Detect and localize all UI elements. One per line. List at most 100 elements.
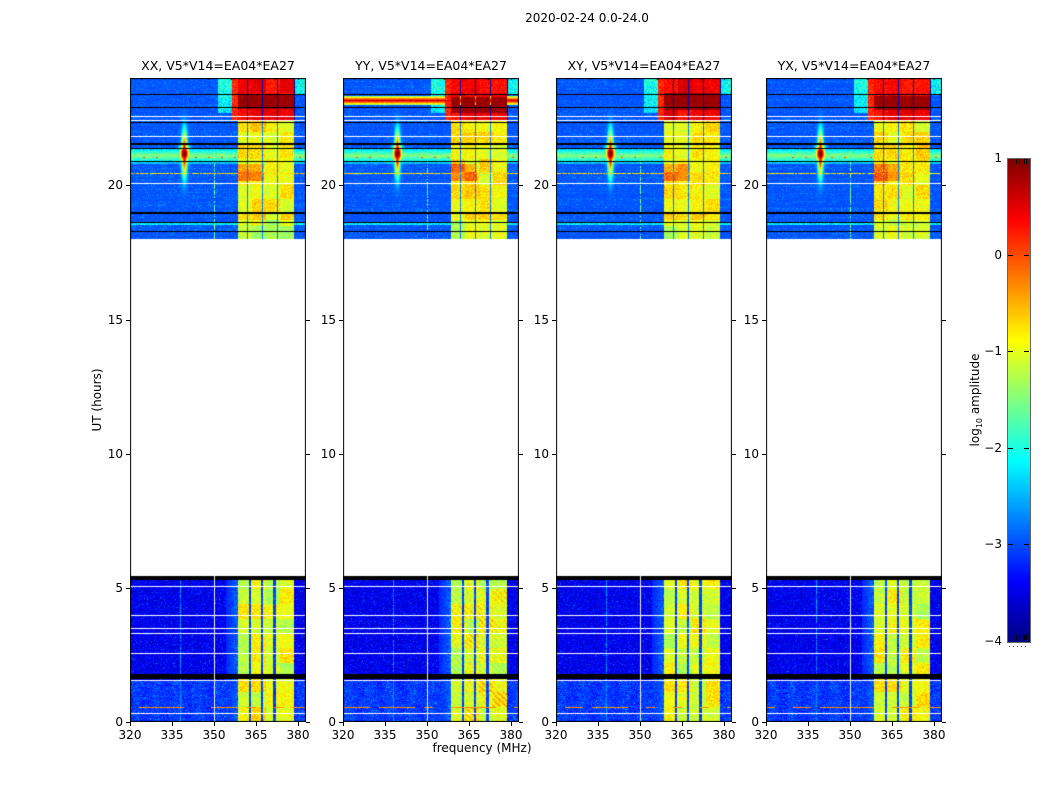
colorbar-tick-label: 0: [994, 248, 1002, 262]
y-tick-label: 5: [541, 581, 549, 595]
x-tick: [766, 722, 767, 726]
x-tick-label: 320: [544, 728, 568, 742]
y-tick: [306, 588, 310, 589]
x-tick-label: 365: [880, 728, 904, 742]
x-tick: [682, 722, 683, 726]
colorbar-bottom-dot: [1025, 646, 1026, 647]
y-tick-label: 5: [115, 581, 123, 595]
y-tick: [732, 185, 736, 186]
y-tick: [732, 588, 736, 589]
x-tick-label: 365: [457, 728, 481, 742]
colorbar-label: log10 amplitude: [968, 354, 984, 447]
x-tick-label: 335: [373, 728, 397, 742]
y-tick-label: 5: [328, 581, 336, 595]
panel-title: YY, V5*V14=EA04*EA27: [355, 58, 507, 73]
x-tick: [892, 722, 893, 726]
colorbar-minor-mark: [1021, 635, 1022, 640]
y-tick: [762, 320, 766, 321]
colorbar-label-suffix: amplitude: [967, 353, 982, 418]
y-tick: [306, 722, 310, 723]
y-tick: [732, 320, 736, 321]
colorbar-tick-mark: [1024, 448, 1029, 449]
colorbar-tick-label: −4: [984, 634, 1002, 648]
x-tick: [511, 722, 512, 726]
colorbar-minor-mark: [1026, 635, 1027, 640]
panel-title: YX, V5*V14=EA04*EA27: [777, 58, 931, 73]
x-tick-label: 365: [670, 728, 694, 742]
y-tick: [942, 454, 946, 455]
y-tick-label: 10: [107, 447, 123, 461]
y-axis-label: UT (hours): [90, 368, 104, 432]
y-tick: [339, 588, 343, 589]
colorbar-tick-mark: [1024, 351, 1029, 352]
spectrogram-heatmap: [766, 78, 942, 722]
y-tick-label: 15: [743, 313, 759, 327]
y-tick-label: 0: [541, 715, 549, 729]
x-tick: [256, 722, 257, 726]
y-tick-label: 0: [751, 715, 759, 729]
colorbar-bottom-dot: [1009, 646, 1010, 647]
colorbar-minor-mark: [1016, 159, 1017, 164]
y-tick-label: 15: [107, 313, 123, 327]
x-tick: [427, 722, 428, 726]
x-tick: [598, 722, 599, 726]
y-tick: [306, 320, 310, 321]
y-tick: [552, 722, 556, 723]
x-tick: [934, 722, 935, 726]
colorbar-label-sub: 10: [975, 417, 985, 429]
y-tick-label: 20: [743, 178, 759, 192]
x-tick-label: 335: [796, 728, 820, 742]
y-tick: [519, 454, 523, 455]
y-tick: [762, 454, 766, 455]
colorbar-gradient: [1007, 158, 1031, 643]
y-tick: [732, 722, 736, 723]
y-tick: [126, 320, 130, 321]
x-tick-label: 350: [202, 728, 226, 742]
colorbar-minor-mark: [1018, 159, 1020, 164]
colorbar-minor-mark: [1021, 159, 1022, 164]
x-tick: [343, 722, 344, 726]
y-tick: [942, 185, 946, 186]
y-tick-label: 20: [533, 178, 549, 192]
x-tick-label: 380: [922, 728, 946, 742]
colorbar-tick-label: −2: [984, 441, 1002, 455]
x-tick-label: 380: [286, 728, 310, 742]
x-tick: [808, 722, 809, 726]
x-tick-label: 320: [754, 728, 778, 742]
y-tick: [762, 185, 766, 186]
x-tick-label: 335: [586, 728, 610, 742]
y-tick: [942, 320, 946, 321]
panel-title: XY, V5*V14=EA04*EA27: [567, 58, 721, 73]
y-tick-label: 15: [533, 313, 549, 327]
y-tick: [339, 185, 343, 186]
x-tick: [172, 722, 173, 726]
panel-title: XX, V5*V14=EA04*EA27: [141, 58, 295, 73]
x-tick-label: 350: [838, 728, 862, 742]
y-tick: [552, 320, 556, 321]
y-tick: [339, 722, 343, 723]
y-tick: [126, 454, 130, 455]
y-tick: [552, 185, 556, 186]
colorbar-tick-mark: [1008, 351, 1013, 352]
x-tick-label: 365: [244, 728, 268, 742]
x-tick-label: 380: [499, 728, 523, 742]
y-tick-label: 10: [320, 447, 336, 461]
y-tick: [306, 454, 310, 455]
y-tick-label: 0: [328, 715, 336, 729]
x-tick: [469, 722, 470, 726]
y-tick-label: 15: [320, 313, 336, 327]
spectrogram-panel: XY, V5*V14=EA04*EA27 320 335 350 365 380 0 5 10…: [534, 58, 736, 742]
y-tick: [306, 185, 310, 186]
x-tick-label: 350: [415, 728, 439, 742]
colorbar-minor-mark: [1026, 159, 1027, 164]
x-tick: [130, 722, 131, 726]
spectrogram-panel: YY, V5*V14=EA04*EA27 320 335 350 365 380 0 5 10…: [321, 58, 523, 742]
y-tick: [519, 185, 523, 186]
spectrogram-heatmap: [130, 78, 306, 722]
colorbar-minor-mark: [1016, 635, 1017, 640]
x-tick: [385, 722, 386, 726]
y-tick: [552, 588, 556, 589]
x-tick: [850, 722, 851, 726]
y-tick: [942, 722, 946, 723]
